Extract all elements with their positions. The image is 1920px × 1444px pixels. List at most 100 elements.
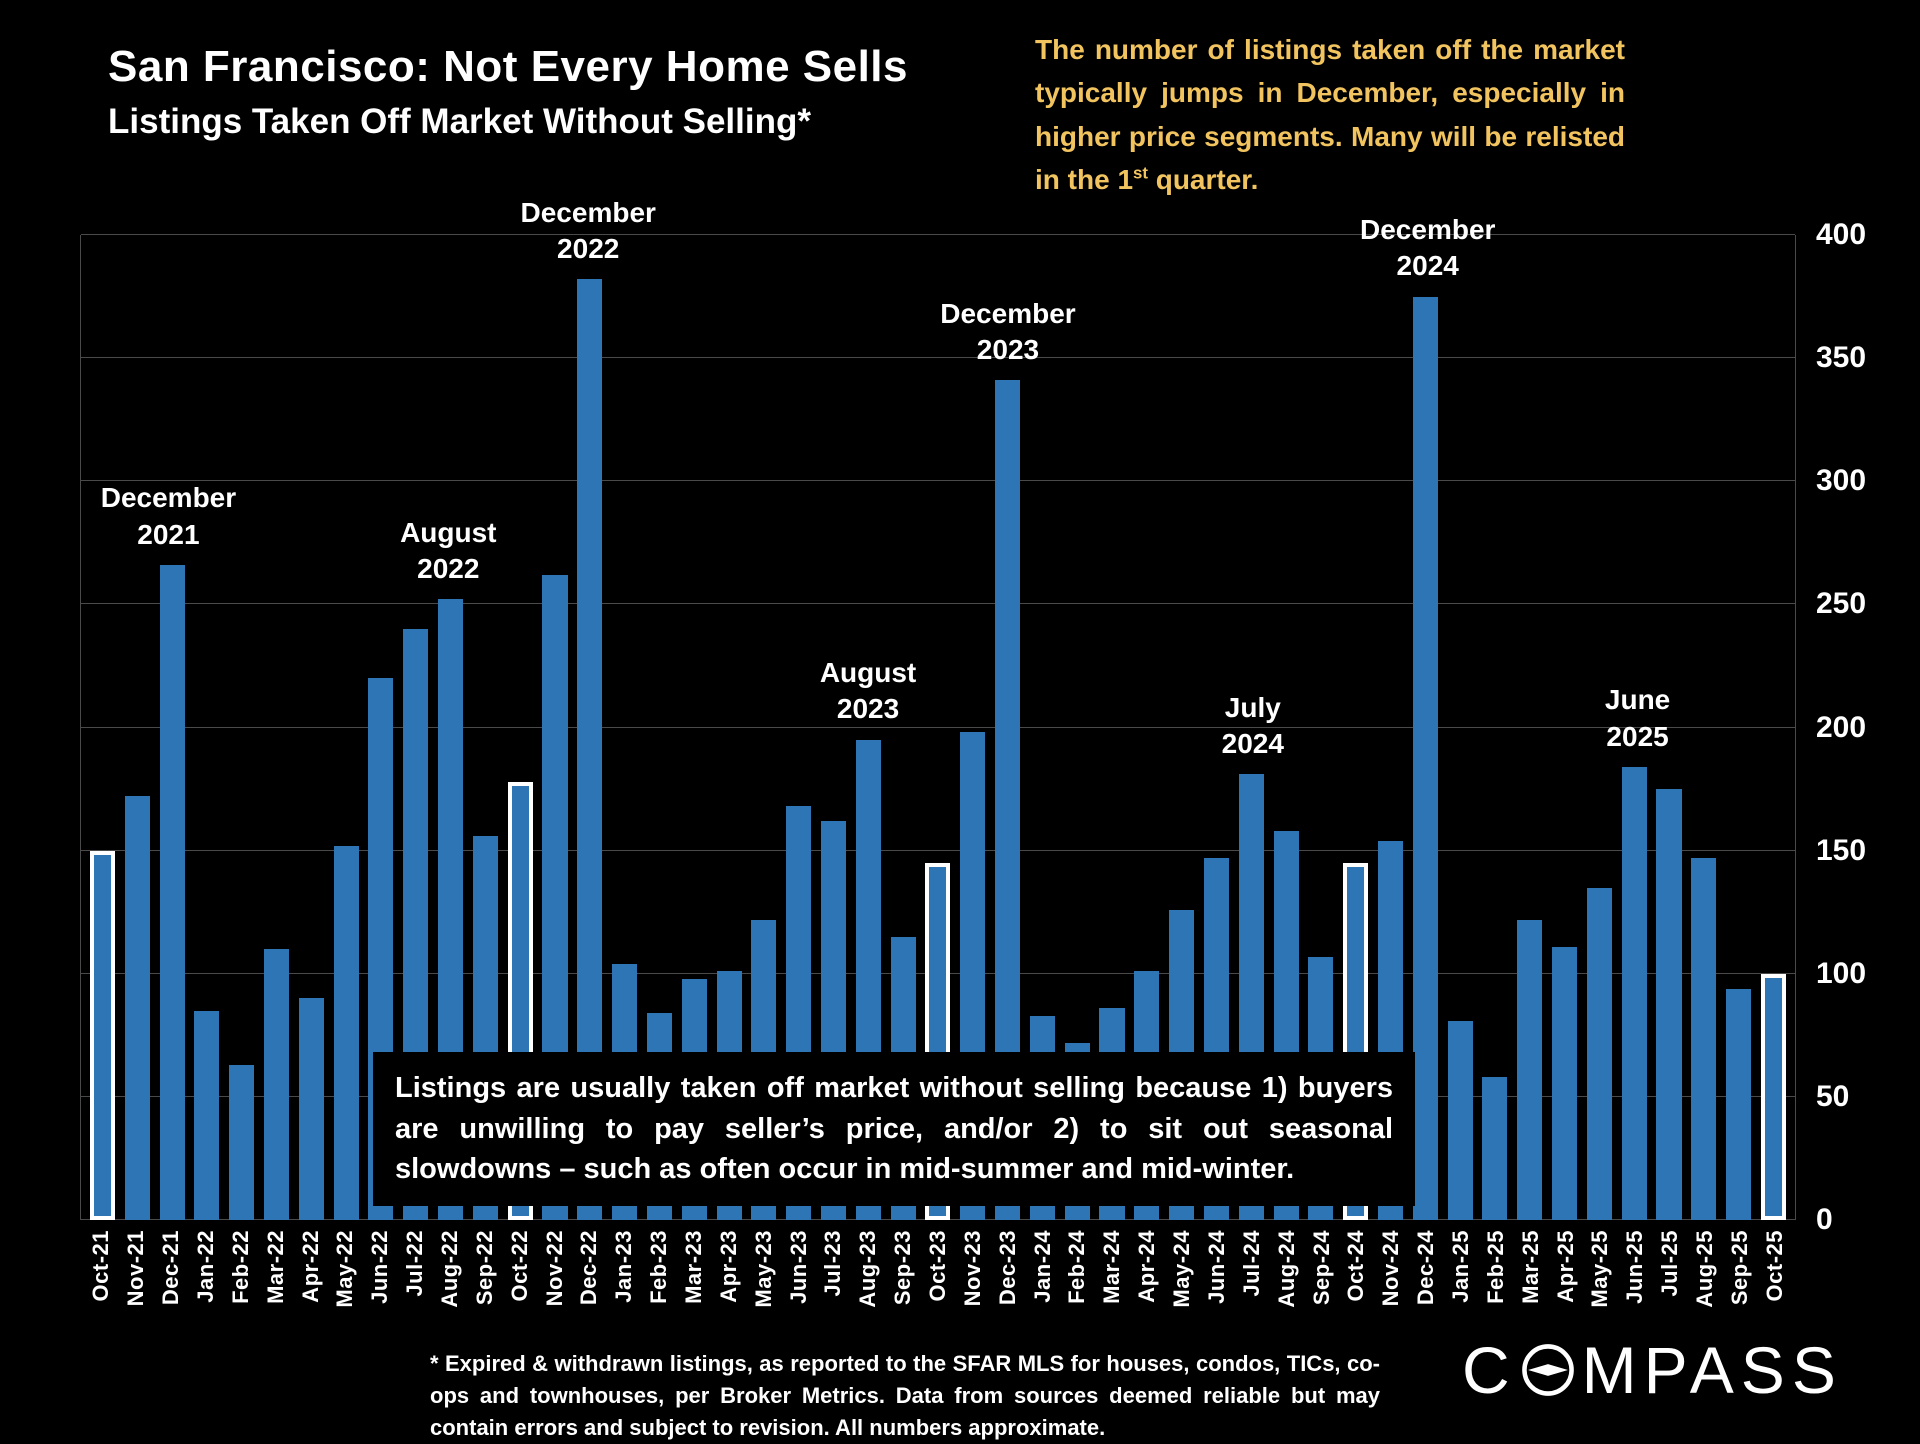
x-tick-label-Oct-23: Oct-23 (925, 1230, 951, 1302)
bar-slot (1756, 235, 1791, 1220)
bar-Dec-21 (159, 564, 185, 1220)
logo-letter-c: C (1462, 1333, 1517, 1407)
callout-top-right: The number of listings taken off the mar… (1035, 28, 1625, 202)
x-slot: Apr-22 (293, 1230, 328, 1365)
x-tick-label-Dec-24: Dec-24 (1413, 1230, 1439, 1306)
note-box: Listings are usually taken off market wi… (373, 1052, 1415, 1206)
x-slot: Dec-22 (572, 1230, 607, 1365)
x-slot: Aug-24 (1269, 1230, 1304, 1365)
x-slot: Sep-23 (886, 1230, 921, 1365)
x-slot: May-24 (1165, 1230, 1200, 1365)
callout-superscript: st (1133, 163, 1148, 183)
x-tick-label-Nov-23: Nov-23 (959, 1230, 985, 1307)
bar-slot (1686, 235, 1721, 1220)
bar-Aug-25 (1691, 858, 1717, 1220)
y-tick-label-250: 250 (1816, 587, 1867, 621)
x-tick-label-May-24: May-24 (1169, 1230, 1195, 1308)
x-slot: Dec-24 (1409, 1230, 1444, 1365)
x-tick-label-Nov-22: Nov-22 (541, 1230, 567, 1307)
x-slot: Mar-23 (677, 1230, 712, 1365)
x-slot: Jan-22 (189, 1230, 224, 1365)
callout-text-end: quarter. (1147, 164, 1259, 196)
x-tick-label-Dec-23: Dec-23 (994, 1230, 1020, 1306)
gridline-200 (81, 726, 1795, 728)
x-slot: Jun-24 (1200, 1230, 1235, 1365)
x-slot: Nov-24 (1374, 1230, 1409, 1365)
x-tick-label-Sep-24: Sep-24 (1308, 1230, 1334, 1306)
x-slot: Jul-24 (1234, 1230, 1269, 1365)
x-slot: Sep-22 (467, 1230, 502, 1365)
x-tick-label-Mar-24: Mar-24 (1099, 1230, 1125, 1304)
x-tick-label-Feb-25: Feb-25 (1482, 1230, 1508, 1304)
bar-slot (1547, 235, 1582, 1220)
x-tick-label-Feb-24: Feb-24 (1064, 1230, 1090, 1304)
x-tick-label-Jul-22: Jul-22 (402, 1230, 428, 1297)
bar-Apr-25 (1552, 946, 1578, 1220)
x-slot: Nov-23 (955, 1230, 990, 1365)
bar-Feb-22 (229, 1064, 255, 1220)
x-tick-label-Apr-22: Apr-22 (297, 1230, 323, 1303)
logo-letters-rest: MPASS (1581, 1333, 1843, 1407)
bar-slot (329, 235, 364, 1220)
gridline-350 (81, 357, 1795, 359)
x-slot: Oct-23 (921, 1230, 956, 1365)
x-slot: Jul-23 (816, 1230, 851, 1365)
x-slot: Jun-23 (781, 1230, 816, 1365)
x-slot: Mar-24 (1095, 1230, 1130, 1365)
x-tick-label-Jul-24: Jul-24 (1238, 1230, 1264, 1297)
bar-Jan-25 (1447, 1020, 1473, 1220)
x-tick-label-Jan-24: Jan-24 (1029, 1230, 1055, 1303)
compass-o-icon (1519, 1341, 1577, 1399)
x-slot: May-22 (328, 1230, 363, 1365)
bar-slot (259, 235, 294, 1220)
page-subtitle: Listings Taken Off Market Without Sellin… (108, 102, 811, 141)
bar-slot (1512, 235, 1547, 1220)
x-tick-label-Mar-22: Mar-22 (262, 1230, 288, 1304)
x-tick-label-Apr-23: Apr-23 (715, 1230, 741, 1303)
bar-Mar-25 (1517, 919, 1543, 1220)
y-tick-label-200: 200 (1816, 710, 1867, 744)
x-tick-label-Oct-22: Oct-22 (506, 1230, 532, 1302)
bar-Oct-21 (89, 850, 115, 1220)
compass-logo: C MPASS (1462, 1332, 1843, 1408)
x-tick-label-Apr-25: Apr-25 (1552, 1230, 1578, 1303)
bar-chart: December 2021 August 2022 December 2022 August… (80, 197, 1796, 1220)
x-tick-label-Jul-23: Jul-23 (820, 1230, 846, 1297)
x-slot: Dec-23 (990, 1230, 1025, 1365)
x-tick-label-Nov-24: Nov-24 (1378, 1230, 1404, 1307)
x-tick-label-Feb-23: Feb-23 (646, 1230, 672, 1304)
x-tick-label-May-25: May-25 (1587, 1230, 1613, 1308)
x-tick-label-Feb-22: Feb-22 (227, 1230, 253, 1304)
bar-Jul-25 (1656, 789, 1682, 1220)
bar-May-25 (1586, 887, 1612, 1220)
x-slot: Apr-24 (1130, 1230, 1165, 1365)
x-slot: Feb-24 (1060, 1230, 1095, 1365)
bar-Dec-24 (1412, 296, 1438, 1220)
bar-Oct-25 (1760, 973, 1786, 1220)
bar-Mar-22 (263, 949, 289, 1220)
x-tick-label-Jun-24: Jun-24 (1203, 1230, 1229, 1304)
x-tick-label-Apr-24: Apr-24 (1134, 1230, 1160, 1303)
bar-slot (85, 235, 120, 1220)
bar-slot (120, 235, 155, 1220)
y-tick-label-300: 300 (1816, 464, 1867, 498)
x-slot: Nov-22 (537, 1230, 572, 1365)
gridline-250 (81, 603, 1795, 605)
x-tick-label-Aug-24: Aug-24 (1273, 1230, 1299, 1308)
bar-slot (294, 235, 329, 1220)
x-slot: Oct-24 (1339, 1230, 1374, 1365)
x-tick-label-May-23: May-23 (750, 1230, 776, 1308)
x-tick-label-Jan-22: Jan-22 (193, 1230, 218, 1303)
x-slot: Apr-23 (711, 1230, 746, 1365)
x-tick-label-Sep-23: Sep-23 (890, 1230, 916, 1306)
x-slot: Jun-22 (363, 1230, 398, 1365)
x-tick-label-Jun-25: Jun-25 (1622, 1230, 1648, 1304)
x-tick-label-Aug-23: Aug-23 (855, 1230, 881, 1308)
bar-slot (224, 235, 259, 1220)
x-tick-label-Nov-21: Nov-21 (123, 1230, 149, 1307)
bar-slot (189, 235, 224, 1220)
x-slot: Jan-24 (1025, 1230, 1060, 1365)
bar-slot (1443, 235, 1478, 1220)
bar-slot (155, 235, 190, 1220)
